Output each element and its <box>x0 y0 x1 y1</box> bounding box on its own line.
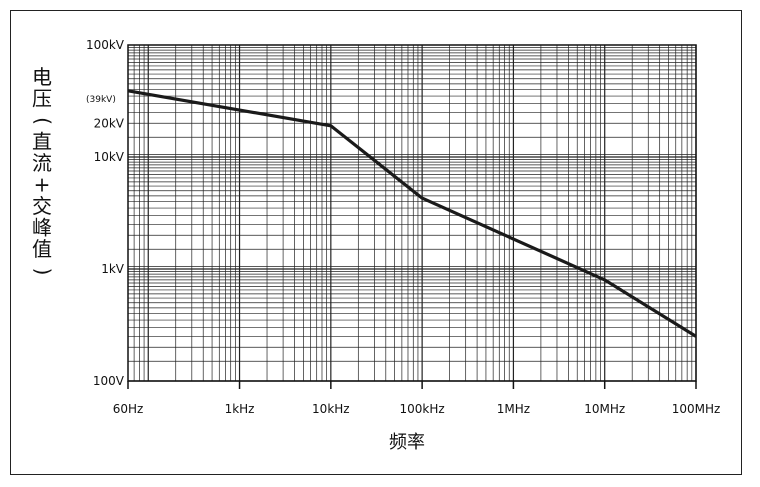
y-axis-label-char: ( <box>31 117 55 125</box>
y-axis-label-char: 压 <box>32 87 52 111</box>
x-tick-label: 60Hz <box>113 402 144 416</box>
grid <box>128 44 697 382</box>
y-tick-label: 100kV <box>86 38 125 52</box>
y-tick-label: 20kV <box>94 116 125 130</box>
y-axis-label-char: 电 <box>32 65 52 89</box>
x-tick-label: 100MHz <box>672 402 721 416</box>
y-tick-label: 1kV <box>101 262 125 276</box>
y-axis-label-char: + <box>34 173 51 197</box>
y-axis-label-char: 值 <box>32 237 52 261</box>
x-tick-label: 1MHz <box>497 402 530 416</box>
x-tick-label: 10MHz <box>584 402 625 416</box>
y-axis-label-char: 峰 <box>32 216 52 240</box>
series-line-0 <box>127 89 697 338</box>
y-axis-label-char: 流 <box>32 151 52 175</box>
y-axis-label-char: 直 <box>32 130 52 154</box>
x-tick-label: 100kHz <box>400 402 445 416</box>
y-tick-label: 10kV <box>94 150 125 164</box>
x-axis-label: 频率 <box>389 432 425 453</box>
plot-border <box>127 44 697 382</box>
chart-frame <box>10 10 742 475</box>
annotation-39kv: (39kV) <box>86 95 116 105</box>
x-tick-label: 10kHz <box>312 402 350 416</box>
data-series <box>127 89 697 338</box>
x-axis-ticks: 60Hz 1kHz 10kHz 100kHz 1MHz 10MHz 100MHz <box>113 381 721 416</box>
y-axis-label: 电压 ( 直流+交峰值) <box>31 65 55 275</box>
y-axis-ticks: 100V 1kV 10kV 20kV 100kV <box>86 38 125 388</box>
y-tick-label: 100V <box>93 374 125 388</box>
y-axis-label-char: 交 <box>32 194 52 218</box>
x-tick-label: 1kHz <box>225 402 255 416</box>
y-axis-label-char: ) <box>31 268 55 276</box>
